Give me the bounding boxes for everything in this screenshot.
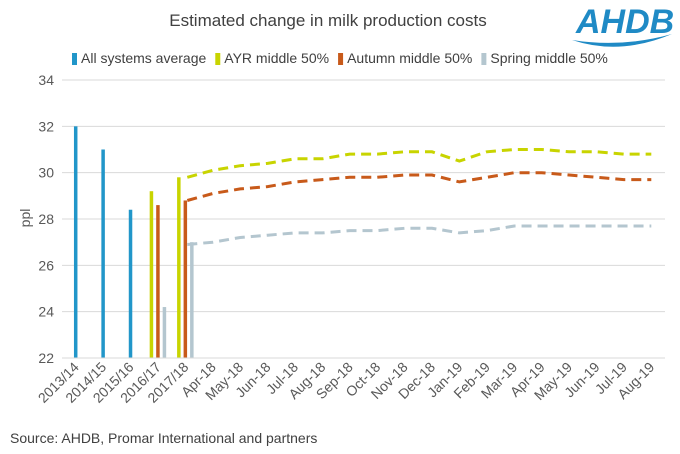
logo-text: AHDB <box>575 3 674 41</box>
legend-label: Autumn middle 50% <box>347 50 472 66</box>
ahdb-logo: AHDB <box>572 3 674 47</box>
y-axis-ticks: 22 24 26 28 30 32 34 <box>38 72 54 366</box>
bar <box>190 242 194 358</box>
series-line <box>187 224 652 246</box>
legend: All systems average AYR middle 50% Autumn … <box>72 50 608 66</box>
series-line <box>186 171 652 202</box>
y-tick-label: 22 <box>38 350 54 366</box>
y-tick-label: 32 <box>38 118 54 134</box>
bar <box>149 191 154 358</box>
legend-label: Spring middle 50% <box>490 50 608 66</box>
legend-swatch <box>338 53 344 65</box>
y-tick-label: 34 <box>38 72 54 88</box>
source-note: Source: AHDB, Promar International and p… <box>10 430 317 446</box>
bars <box>73 126 194 358</box>
y-tick-label: 24 <box>38 304 54 320</box>
bar <box>101 149 105 358</box>
chart-title: Estimated change in milk production cost… <box>169 11 487 30</box>
bar <box>73 126 78 358</box>
bar <box>128 209 133 358</box>
logo-swoosh <box>572 34 672 47</box>
legend-swatch <box>215 53 221 65</box>
legend-swatch <box>72 53 77 65</box>
bar <box>183 200 188 358</box>
series-line <box>186 148 652 179</box>
y-tick-label: 28 <box>38 211 54 227</box>
series-lines <box>186 148 652 246</box>
bar <box>162 307 167 358</box>
legend-label: All systems average <box>81 50 206 66</box>
x-axis-ticks: 2013/142014/152015/162016/172017/18Apr-1… <box>35 359 658 406</box>
y-tick-label: 30 <box>38 165 54 181</box>
y-tick-label: 26 <box>38 257 54 273</box>
bar <box>177 177 181 358</box>
legend-label: AYR middle 50% <box>224 50 329 66</box>
gridlines <box>62 79 665 313</box>
bar <box>156 205 160 358</box>
legend-swatch <box>481 53 487 65</box>
y-axis-label: ppl <box>17 209 33 228</box>
